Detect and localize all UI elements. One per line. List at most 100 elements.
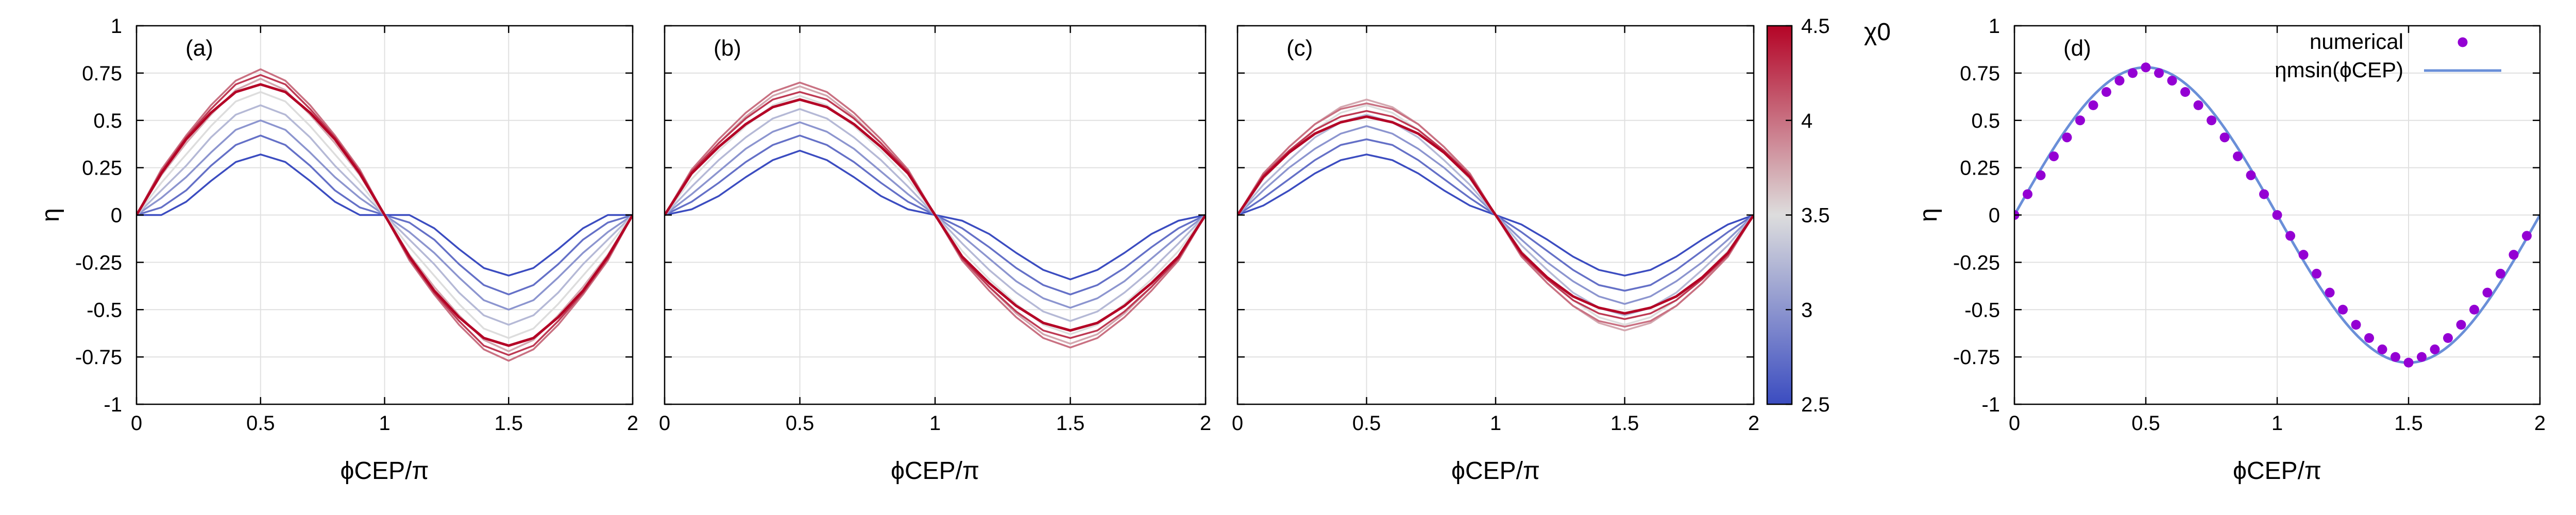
data-point — [2102, 87, 2111, 97]
colorbar-tick-label: 4.5 — [1801, 15, 1830, 38]
data-point — [2522, 231, 2532, 241]
panel-b: 0 0.5 1 1.5 2 ϕCEP/π (b) — [659, 25, 1211, 485]
data-point — [2377, 344, 2387, 354]
y-tick-label: -0.75 — [1953, 346, 2000, 369]
data-point — [2469, 304, 2479, 315]
legend-label-numerical: numerical — [2310, 29, 2403, 54]
panel-d: 0 0.5 1 1.5 2 1 0.75 0.5 0.25 0 -0.25 -0.5 -0.75 -1 ϕC… — [1915, 15, 2546, 485]
data-point — [2023, 189, 2032, 199]
x-tick-label: 1 — [929, 412, 941, 435]
legend-marker-numerical — [2458, 37, 2468, 47]
x-tick-label: 2 — [2534, 412, 2546, 435]
y-tick-label: -0.75 — [75, 346, 122, 369]
data-point — [2417, 352, 2427, 362]
data-point — [2338, 304, 2348, 315]
y-tick-label: 0.25 — [82, 157, 122, 180]
colorbar-label: χ0 — [1864, 19, 1891, 46]
x-tick-label: 0.5 — [1352, 412, 1381, 435]
data-point — [2509, 250, 2519, 260]
data-point — [2403, 357, 2414, 368]
series-line — [665, 98, 1206, 332]
data-point — [2154, 68, 2164, 78]
y-tick-label: 0 — [1989, 204, 2000, 227]
panel-label: (c) — [1286, 36, 1313, 61]
series-group — [137, 68, 633, 362]
data-point — [2285, 231, 2295, 241]
y-tick-label: 0.25 — [1960, 157, 2000, 180]
y-tick-label: 1 — [1989, 15, 2000, 38]
data-point — [2049, 151, 2059, 162]
data-point — [2233, 151, 2243, 162]
x-axis-title: ϕCEP/π — [1451, 457, 1540, 485]
y-tick-label: 0.5 — [93, 110, 122, 132]
data-point — [2272, 210, 2282, 220]
data-point — [2036, 170, 2046, 180]
x-tick-label: 1.5 — [2394, 412, 2423, 435]
y-tick-label: -0.25 — [1953, 251, 2000, 274]
x-tick-label: 1.5 — [1611, 412, 1639, 435]
x-tick-label: 0.5 — [786, 412, 815, 435]
data-point — [2088, 100, 2098, 110]
y-tick-label: -0.25 — [75, 251, 122, 274]
x-tick-label: 1.5 — [494, 412, 523, 435]
data-point — [2443, 333, 2453, 343]
legend: numerical ηmsin(ϕCEP) — [2275, 29, 2501, 82]
series-group — [1238, 98, 1754, 332]
colorbar-tick-label: 2.5 — [1801, 393, 1830, 416]
panel-label: (b) — [714, 36, 741, 61]
x-tick-label: 2 — [1748, 412, 1759, 435]
panel-label: (a) — [185, 36, 213, 61]
x-tick-label: 0 — [131, 412, 142, 435]
data-point — [2193, 100, 2204, 110]
colorbar-tick-label: 3.5 — [1801, 204, 1830, 227]
data-point — [2312, 268, 2321, 279]
series-line — [1238, 115, 1754, 315]
colorbar: 4.5 4 3.5 3 2.5 χ0 — [1766, 15, 1891, 416]
data-point — [2219, 132, 2230, 143]
data-point — [2325, 287, 2335, 298]
x-tick-label: 1 — [1490, 412, 1501, 435]
series-group — [2014, 62, 2540, 368]
data-point — [2364, 333, 2374, 343]
panel-label: (d) — [2063, 36, 2091, 61]
data-point — [2391, 352, 2400, 362]
data-point — [2430, 344, 2440, 354]
x-tick-label: 1 — [379, 412, 390, 435]
y-tick-label: 0.5 — [1971, 110, 2000, 132]
y-tick-label: -0.5 — [1964, 299, 2000, 321]
data-point — [2482, 287, 2493, 298]
legend-label-fit: ηmsin(ϕCEP) — [2275, 58, 2403, 82]
y-tick-label: -0.5 — [87, 299, 122, 321]
x-tick-label: 0 — [2009, 412, 2020, 435]
data-point — [2207, 115, 2216, 126]
y-axis-title: η — [1915, 208, 1942, 222]
colorbar-tick-label: 3 — [1801, 299, 1812, 321]
y-tick-label: -1 — [1981, 393, 2000, 416]
colorbar-tick-label: 4 — [1801, 110, 1812, 132]
y-tick-label: 0 — [111, 204, 122, 227]
y-tick-label: -1 — [104, 393, 122, 416]
data-point — [2298, 250, 2309, 260]
data-point — [2496, 268, 2505, 279]
data-point — [2114, 76, 2125, 86]
data-point — [2456, 320, 2466, 330]
data-point — [2167, 76, 2177, 86]
data-point — [2062, 132, 2072, 143]
x-axis-title: ϕCEP/π — [891, 457, 979, 485]
data-point — [2075, 115, 2085, 126]
series-group — [665, 81, 1206, 349]
x-tick-label: 1 — [2272, 412, 2283, 435]
x-tick-label: 0 — [659, 412, 670, 435]
series-line — [137, 83, 633, 347]
x-tick-label: 1.5 — [1056, 412, 1085, 435]
x-axis-title: ϕCEP/π — [2233, 457, 2321, 485]
data-point — [2351, 320, 2361, 330]
data-point — [2246, 170, 2256, 180]
x-tick-label: 0.5 — [246, 412, 275, 435]
panel-c: 0 0.5 1 1.5 2 ϕCEP/π (c) — [1232, 25, 1759, 485]
x-tick-label: 0.5 — [2131, 412, 2160, 435]
x-tick-label: 2 — [627, 412, 638, 435]
x-tick-label: 2 — [1200, 412, 1211, 435]
data-point — [2180, 87, 2190, 97]
